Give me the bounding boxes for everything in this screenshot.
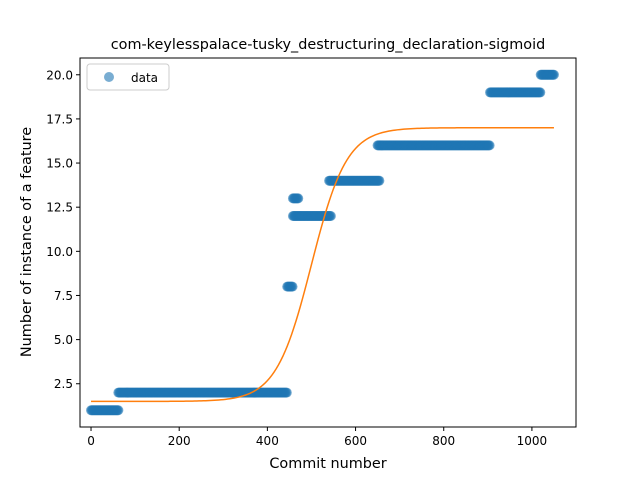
y-tick-label: 7.5: [54, 289, 73, 303]
data-point: [374, 176, 384, 186]
y-tick-label: 15.0: [46, 157, 73, 171]
data-point: [485, 140, 495, 150]
x-tick-label: 800: [432, 434, 455, 448]
y-tick-label: 5.0: [54, 333, 73, 347]
x-tick-label: 0: [87, 434, 95, 448]
data-point: [535, 87, 545, 97]
x-tick-label: 200: [168, 434, 191, 448]
data-point: [113, 405, 123, 415]
data-point: [293, 193, 303, 203]
x-tick-label: 1000: [517, 434, 548, 448]
y-tick-label: 17.5: [46, 112, 73, 126]
chart-title: com-keylesspalace-tusky_destructuring_de…: [111, 37, 546, 53]
y-tick-label: 10.0: [46, 245, 73, 259]
y-tick-label: 2.5: [54, 377, 73, 391]
data-point: [549, 70, 559, 80]
x-axis-label: Commit number: [269, 456, 386, 472]
x-tick-label: 600: [344, 434, 367, 448]
y-tick-label: 12.5: [46, 201, 73, 215]
y-axis-label: Number of instance of a feature: [19, 127, 35, 357]
data-point: [288, 282, 298, 292]
legend-marker-data: [104, 72, 114, 82]
data-point: [282, 388, 292, 398]
y-tick-label: 20.0: [46, 68, 73, 82]
legend-label-data: data: [131, 71, 158, 85]
x-tick-label: 400: [256, 434, 279, 448]
legend: data: [87, 64, 169, 90]
data-point: [326, 211, 336, 221]
